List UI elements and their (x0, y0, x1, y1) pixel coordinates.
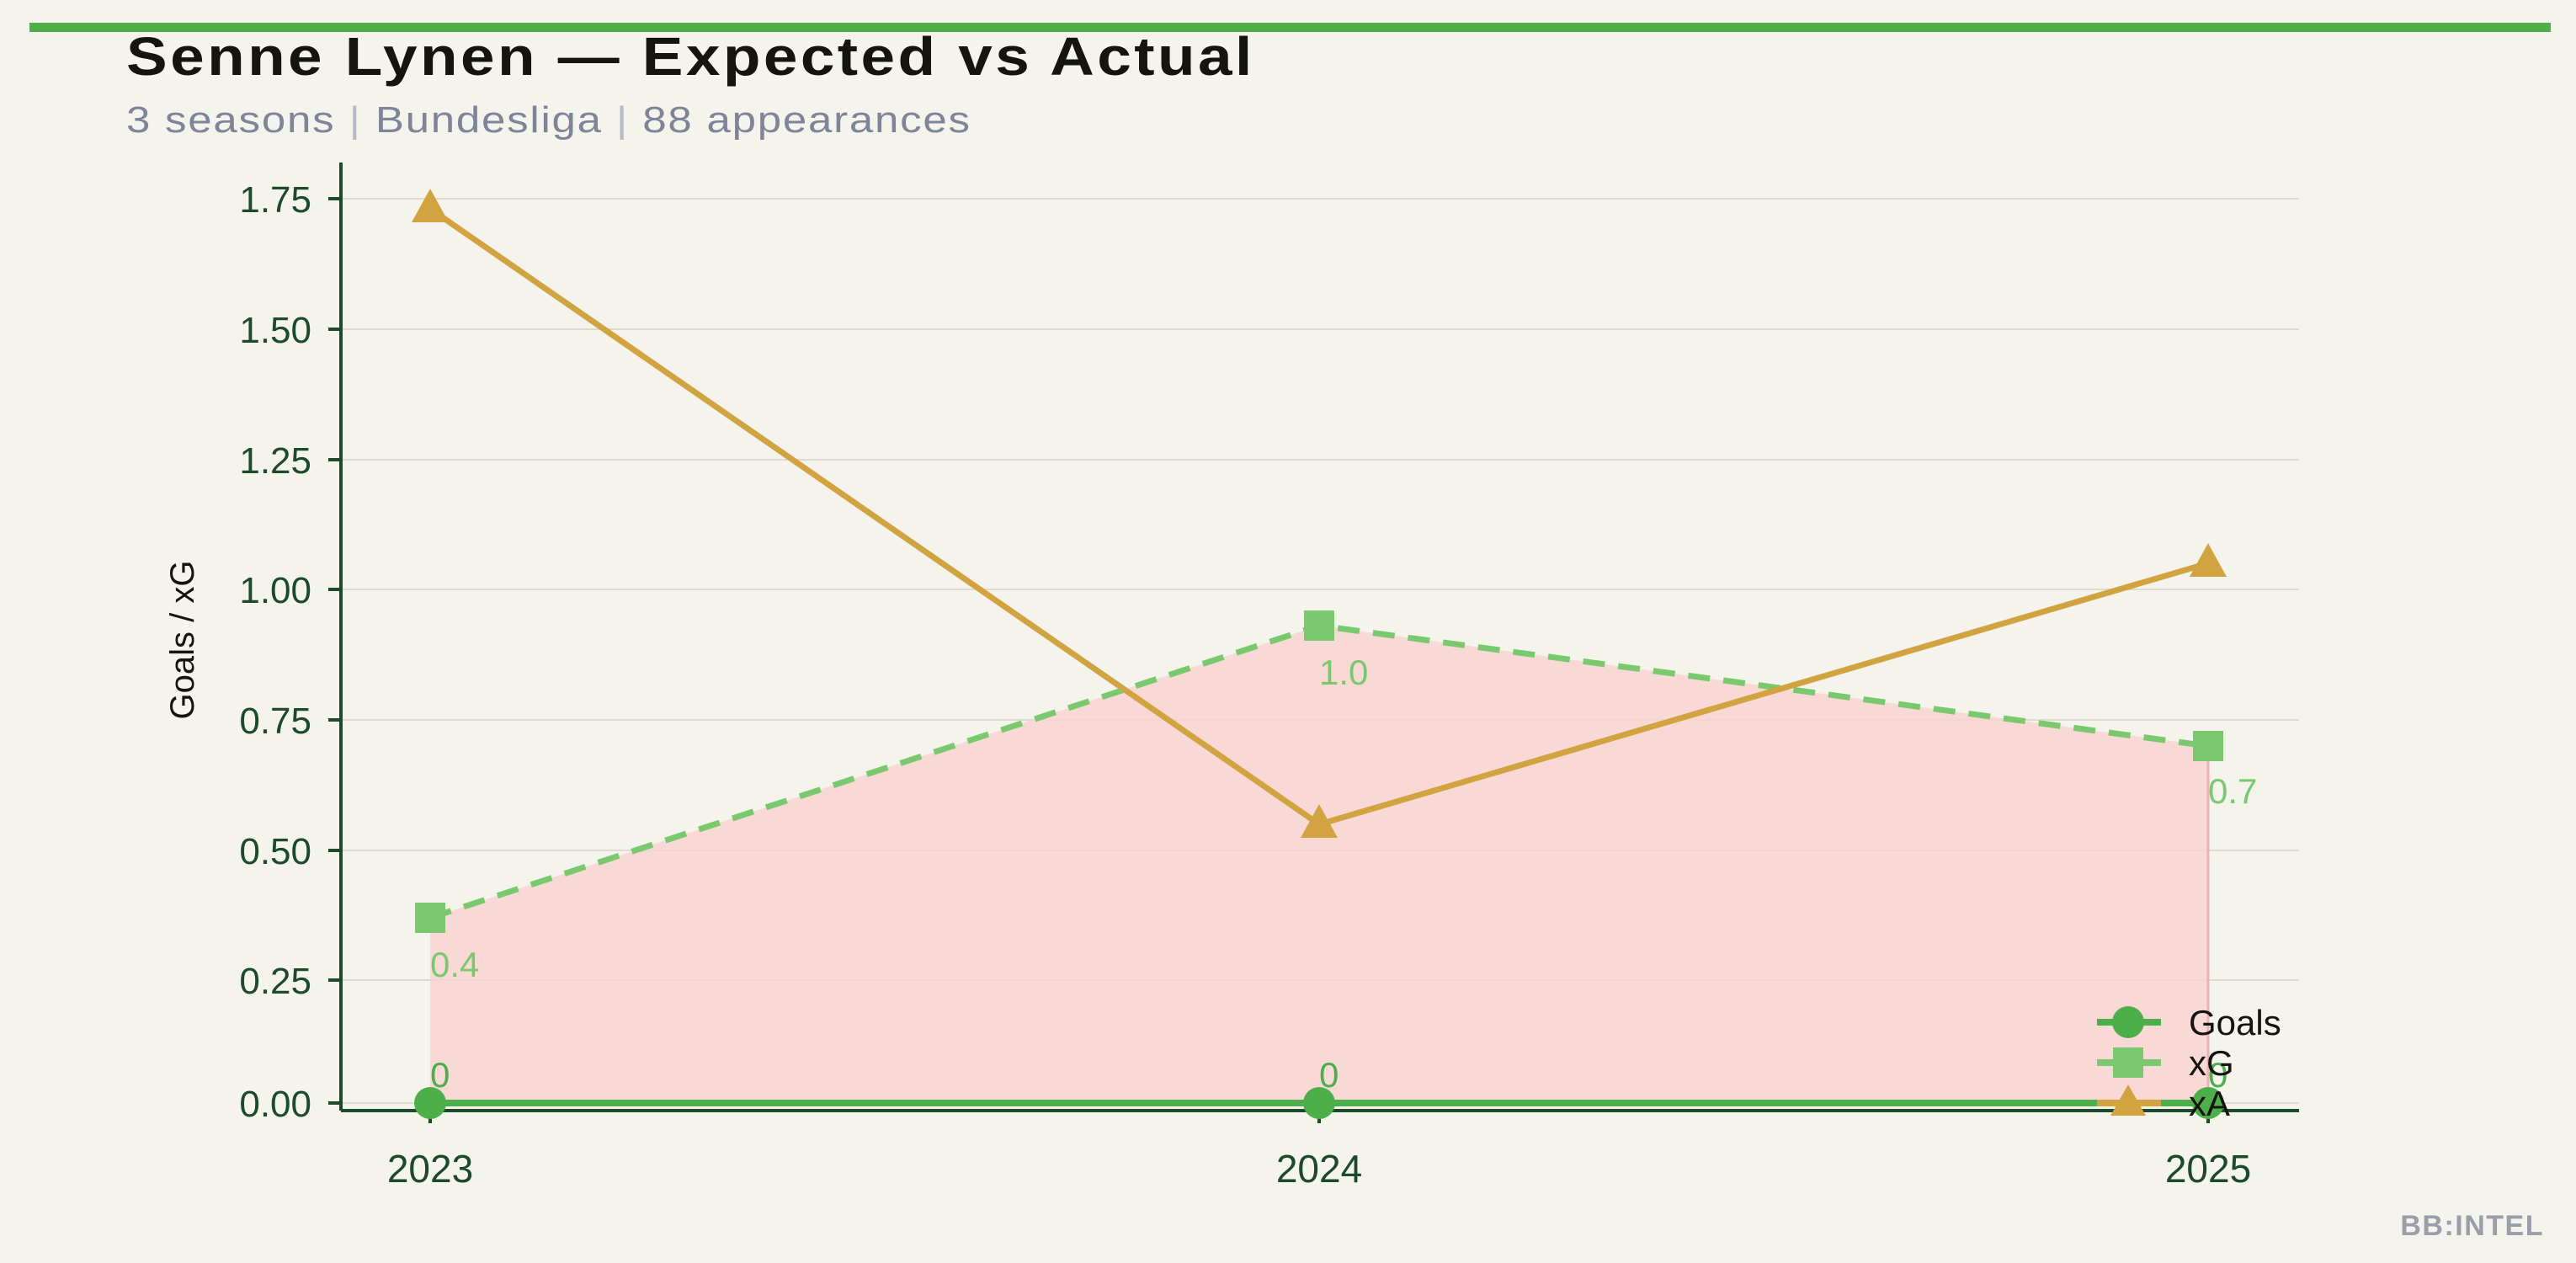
svg-text:1.0: 1.0 (1319, 653, 1368, 692)
svg-text:0: 0 (430, 1055, 450, 1095)
svg-text:xA: xA (2189, 1084, 2230, 1123)
svg-text:1.25: 1.25 (239, 440, 311, 482)
svg-text:Goals / xG: Goals / xG (164, 561, 201, 720)
svg-text:xG: xG (2189, 1043, 2234, 1083)
svg-text:0.75: 0.75 (239, 701, 311, 742)
svg-text:2023: 2023 (387, 1147, 473, 1191)
svg-text:0: 0 (1319, 1055, 1339, 1095)
svg-text:0.00: 0.00 (239, 1084, 311, 1125)
svg-text:0.25: 0.25 (239, 961, 311, 1002)
svg-text:0.4: 0.4 (430, 945, 479, 984)
svg-text:Goals: Goals (2189, 1003, 2281, 1042)
svg-text:2025: 2025 (2165, 1147, 2251, 1191)
svg-text:1.75: 1.75 (239, 179, 311, 221)
svg-text:2024: 2024 (1276, 1147, 1362, 1191)
svg-text:1.00: 1.00 (239, 570, 311, 611)
svg-text:0.7: 0.7 (2208, 771, 2257, 811)
svg-text:0.50: 0.50 (239, 831, 311, 872)
svg-text:1.50: 1.50 (239, 310, 311, 351)
